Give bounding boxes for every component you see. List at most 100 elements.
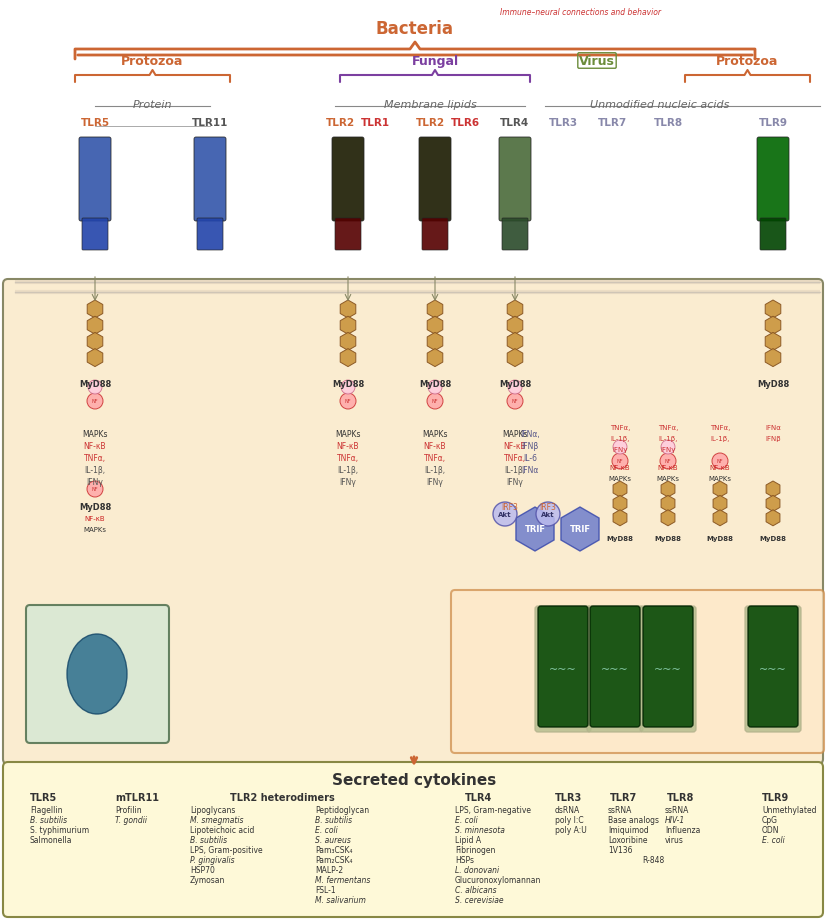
Text: Influenza: Influenza: [664, 825, 700, 834]
FancyBboxPatch shape: [335, 219, 361, 251]
Text: M. fermentans: M. fermentans: [314, 875, 370, 884]
FancyBboxPatch shape: [3, 279, 822, 765]
Text: Protozoa: Protozoa: [122, 55, 184, 68]
Text: MAPKs: MAPKs: [84, 527, 107, 532]
Text: mTLR11: mTLR11: [115, 792, 159, 802]
Text: virus: virus: [664, 835, 683, 844]
FancyBboxPatch shape: [744, 607, 800, 732]
Text: LPS, Gram-negative: LPS, Gram-negative: [455, 805, 530, 814]
Text: Bacteria: Bacteria: [375, 20, 453, 38]
Text: HSPs: HSPs: [455, 855, 473, 864]
Text: TNFα,: TNFα,: [657, 425, 677, 430]
Text: Profilin: Profilin: [115, 805, 141, 814]
Text: IL-1β,: IL-1β,: [657, 436, 676, 441]
Text: Akt: Akt: [498, 512, 511, 517]
Text: Akt: Akt: [541, 512, 554, 517]
Ellipse shape: [67, 634, 127, 714]
Text: IL-1β,: IL-1β,: [84, 466, 105, 474]
Text: NF: NF: [664, 459, 671, 464]
Text: Peptidoglycan: Peptidoglycan: [314, 805, 369, 814]
Text: Immune–neural connections and behavior: Immune–neural connections and behavior: [500, 8, 660, 17]
Text: C. albicans: C. albicans: [455, 885, 496, 894]
Text: TLR7: TLR7: [609, 792, 637, 802]
Text: NF: NF: [716, 459, 722, 464]
Text: MAPKs: MAPKs: [422, 429, 447, 438]
Text: IFNγ: IFNγ: [426, 478, 443, 486]
Text: ssRNA: ssRNA: [607, 805, 632, 814]
FancyBboxPatch shape: [194, 138, 226, 221]
Text: ssRNA: ssRNA: [664, 805, 689, 814]
Text: MAPKs: MAPKs: [335, 429, 361, 438]
Text: MAPKs: MAPKs: [708, 475, 730, 482]
FancyBboxPatch shape: [538, 607, 587, 727]
Text: Base analogs: Base analogs: [607, 815, 658, 824]
Text: IFNβ: IFNβ: [521, 441, 538, 450]
Text: TLR3: TLR3: [554, 792, 581, 802]
Text: NF-κB: NF-κB: [503, 441, 526, 450]
Text: B. subtilis: B. subtilis: [314, 815, 351, 824]
Text: MyD88: MyD88: [758, 536, 786, 541]
Text: NF: NF: [344, 399, 351, 404]
Text: IFNγ: IFNγ: [612, 447, 627, 452]
Text: TLR11: TLR11: [192, 118, 228, 128]
Text: ~~~: ~~~: [600, 664, 629, 675]
Text: MAPKs: MAPKs: [502, 429, 527, 438]
Text: TNFα,: TNFα,: [84, 453, 106, 462]
Text: TLR5: TLR5: [80, 118, 109, 128]
Text: IFNα: IFNα: [764, 425, 780, 430]
Text: TLR9: TLR9: [761, 792, 788, 802]
Text: TLR7: TLR7: [598, 118, 627, 128]
Text: MyD88: MyD88: [332, 380, 364, 389]
Text: CpG: CpG: [761, 815, 777, 824]
FancyBboxPatch shape: [197, 219, 222, 251]
FancyBboxPatch shape: [639, 607, 696, 732]
Text: IL-1β,: IL-1β,: [504, 466, 525, 474]
Text: B. subtilis: B. subtilis: [189, 835, 227, 844]
Text: FSL-1: FSL-1: [314, 885, 335, 894]
Text: MyD88: MyD88: [756, 380, 788, 389]
Text: MAPKs: MAPKs: [608, 475, 631, 482]
Text: MyD88: MyD88: [499, 380, 530, 389]
FancyBboxPatch shape: [451, 590, 823, 754]
FancyBboxPatch shape: [499, 138, 530, 221]
Text: IFNβ: IFNβ: [764, 436, 780, 441]
Text: E. coli: E. coli: [314, 825, 337, 834]
Text: MyD88: MyD88: [418, 380, 451, 389]
Text: Fibrinogen: Fibrinogen: [455, 845, 495, 854]
Text: MyD88: MyD88: [79, 503, 111, 512]
Text: dsRNA: dsRNA: [554, 805, 580, 814]
Text: L. donovani: L. donovani: [455, 865, 499, 874]
Text: HSP70: HSP70: [189, 865, 215, 874]
Text: 1V136: 1V136: [607, 845, 632, 854]
Text: ~~~: ~~~: [653, 664, 681, 675]
Text: NF-κB: NF-κB: [84, 441, 106, 450]
Text: Flagellin: Flagellin: [30, 805, 62, 814]
Text: poly A:U: poly A:U: [554, 825, 586, 834]
Text: Secreted cytokines: Secreted cytokines: [332, 772, 495, 788]
FancyBboxPatch shape: [422, 219, 447, 251]
Text: NF-κB: NF-κB: [609, 464, 629, 471]
Text: TLR4: TLR4: [465, 792, 492, 802]
Text: TNFα,: TNFα,: [337, 453, 359, 462]
Text: E. coli: E. coli: [455, 815, 477, 824]
Text: R-848: R-848: [641, 855, 663, 864]
Text: S. minnesota: S. minnesota: [455, 825, 504, 834]
FancyBboxPatch shape: [332, 138, 364, 221]
Text: TLR3: TLR3: [547, 118, 577, 128]
Circle shape: [711, 453, 727, 470]
Text: T. gondii: T. gondii: [115, 815, 147, 824]
Text: TLR2 heterodimers: TLR2 heterodimers: [230, 792, 334, 802]
Text: Protozoa: Protozoa: [715, 55, 777, 68]
FancyBboxPatch shape: [643, 607, 692, 727]
Text: MyD88: MyD88: [653, 536, 681, 541]
Text: TRIF: TRIF: [569, 525, 590, 534]
Text: S. typhimurium: S. typhimurium: [30, 825, 89, 834]
Text: ~~~: ~~~: [548, 664, 576, 675]
Text: M. smegmatis: M. smegmatis: [189, 815, 243, 824]
Text: IFNα,: IFNα,: [519, 429, 539, 438]
Text: Zymosan: Zymosan: [189, 875, 225, 884]
FancyBboxPatch shape: [26, 606, 169, 743]
Text: IFNγ: IFNγ: [506, 478, 523, 486]
Circle shape: [87, 393, 103, 410]
Text: NF-κB: NF-κB: [84, 516, 105, 521]
